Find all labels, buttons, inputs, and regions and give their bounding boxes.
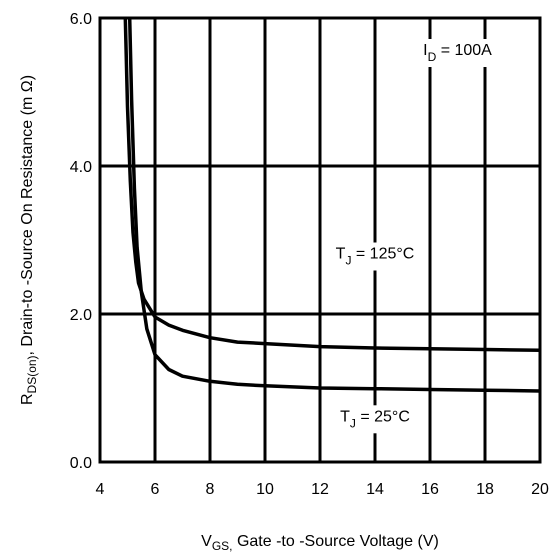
x-tick-label: 12 (311, 481, 329, 498)
y-tick-label: 4.0 (70, 159, 92, 176)
y-tick-label: 2.0 (70, 307, 92, 324)
svg-text:TJ = 25°C: TJ = 25°C (340, 408, 410, 430)
x-tick-label: 14 (366, 481, 384, 498)
svg-text:ID = 100A: ID = 100A (423, 42, 492, 64)
plot-frame (98, 16, 542, 464)
x-tick-label: 18 (476, 481, 494, 498)
series-layer (123, 18, 540, 393)
x-axis-label: VGS, Gate -to -Source Voltage (V) (201, 533, 439, 553)
series-line-2 (127, 18, 540, 393)
svg-text:TJ = 125°C: TJ = 125°C (336, 246, 415, 268)
y-tick-label: 6.0 (70, 11, 92, 28)
annotation-2: TJ = 125°C (330, 242, 420, 271)
annotation-3: TJ = 25°C (335, 405, 415, 434)
x-tick-label: 16 (421, 481, 439, 498)
grid-lines (100, 18, 540, 462)
x-tick-label: 4 (96, 481, 105, 498)
tick-labels: 4 6 8 10 12 14 16 18 20 0.0 2.0 4.0 6.0 (70, 11, 549, 498)
y-axis-label: RDS(on), Drain-to -Source On Resistance … (19, 75, 39, 405)
annotation-1: ID = 100A (418, 39, 498, 67)
x-tick-label: 10 (256, 481, 274, 498)
annotations: ID = 100A TJ = 125°C TJ = 25°C (330, 39, 498, 434)
y-tick-label: 0.0 (70, 455, 92, 472)
series-line-1 (123, 18, 540, 353)
x-tick-label: 6 (151, 481, 160, 498)
x-tick-label: 8 (206, 481, 215, 498)
x-tick-label: 20 (531, 481, 549, 498)
